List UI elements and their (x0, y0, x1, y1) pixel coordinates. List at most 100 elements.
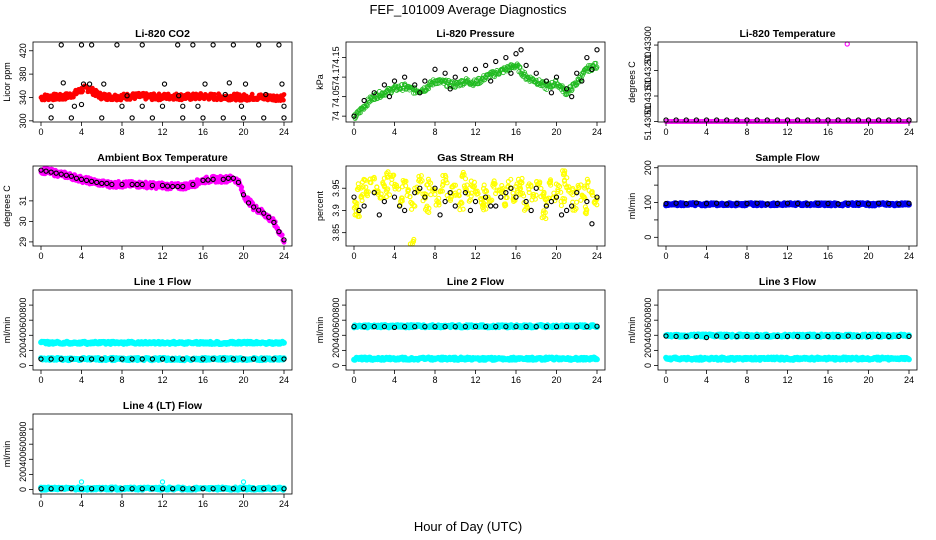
y-tick-label: 200 (331, 343, 341, 358)
data-point (361, 203, 367, 209)
x-tick-label: 24 (279, 127, 289, 137)
data-point (202, 81, 208, 87)
y-tick-label: 100 (643, 195, 653, 210)
x-tick-label: 24 (592, 251, 602, 261)
data-point (409, 85, 415, 91)
y-tick-label: 3.9 (331, 204, 341, 217)
y-tick-label: 3.95 (331, 179, 341, 197)
data-point (563, 207, 570, 214)
y-tick-label: 400 (18, 328, 28, 343)
series-outliers (78, 479, 247, 485)
y-tick-label: 51.43300 (643, 26, 653, 64)
data-point (101, 81, 107, 87)
panel-title: Li-820 Pressure (436, 28, 514, 40)
data-point (442, 70, 448, 76)
data-point (175, 42, 181, 48)
data-point (371, 96, 377, 102)
x-tick-label: 16 (823, 375, 833, 385)
data-point (533, 70, 539, 76)
data-point (497, 70, 503, 76)
data-point (116, 179, 121, 184)
x-tick-label: 20 (238, 127, 248, 137)
data-point (432, 66, 438, 72)
data-point (279, 232, 285, 238)
data-point (426, 82, 432, 88)
data-point (467, 207, 474, 214)
data-point (401, 74, 408, 80)
data-point (86, 81, 93, 87)
x-tick-label: 24 (904, 251, 914, 261)
data-point (569, 93, 575, 100)
y-tick-label: 200 (643, 343, 653, 358)
data-point (261, 115, 267, 121)
data-point (477, 80, 483, 86)
data-point (452, 84, 458, 90)
series-dense (38, 83, 287, 104)
data-point (594, 356, 600, 363)
series-dense-low (351, 354, 600, 363)
data-point (281, 97, 286, 103)
data-point (543, 78, 550, 84)
x-tick-label: 4 (79, 499, 84, 509)
x-tick-label: 16 (511, 127, 521, 137)
data-point (517, 64, 523, 70)
y-tick-label: 51.43200 (643, 52, 653, 90)
data-point (190, 42, 196, 48)
y-tick-label: 400 (18, 452, 28, 467)
data-point (513, 51, 519, 57)
data-point (488, 203, 494, 209)
series-dense (351, 168, 600, 247)
data-point (276, 42, 282, 48)
data-point (569, 88, 574, 94)
series-hourly (351, 47, 600, 119)
data-point (579, 78, 585, 84)
data-point (372, 97, 378, 102)
x-tick-label: 16 (198, 375, 208, 385)
x-tick-label: 12 (470, 375, 480, 385)
data-point (573, 82, 579, 88)
data-point (452, 74, 458, 80)
data-point (472, 66, 479, 72)
data-point (60, 80, 66, 86)
x-tick-label: 0 (351, 375, 356, 385)
y-tick-label: 800 (18, 422, 28, 437)
figure-title: FEF_101009 Average Diagnostics (369, 2, 567, 17)
y-tick-label: 800 (643, 298, 653, 313)
data-point (544, 87, 550, 92)
x-tick-label: 0 (663, 251, 668, 261)
y-tick-label: 0 (18, 487, 28, 492)
data-point (58, 42, 64, 48)
data-point (124, 93, 130, 99)
y-axis-label: degrees C (2, 185, 12, 227)
data-point (180, 103, 186, 109)
x-tick-label: 16 (511, 375, 521, 385)
x-tick-label: 8 (119, 499, 124, 509)
data-point (281, 115, 287, 121)
x-axis: 0 4 8 12 16 20 24 (663, 246, 914, 261)
data-point (465, 77, 471, 83)
data-point (553, 74, 560, 80)
y-tick-label: 74 (331, 111, 341, 121)
x-tick-label: 0 (38, 499, 43, 509)
x-tick-label: 16 (198, 127, 208, 137)
x-tick-label: 0 (351, 251, 356, 261)
data-point (558, 203, 564, 209)
data-point (364, 102, 370, 108)
x-axis: 0 4 8 12 16 20 24 (38, 494, 289, 509)
y-tick-label: 400 (331, 328, 341, 343)
data-point (594, 64, 600, 70)
data-point (422, 78, 428, 84)
data-point (281, 339, 287, 346)
y-axis-label: ml/min (2, 317, 12, 344)
plot-frame (32, 41, 293, 123)
data-point (161, 81, 168, 87)
